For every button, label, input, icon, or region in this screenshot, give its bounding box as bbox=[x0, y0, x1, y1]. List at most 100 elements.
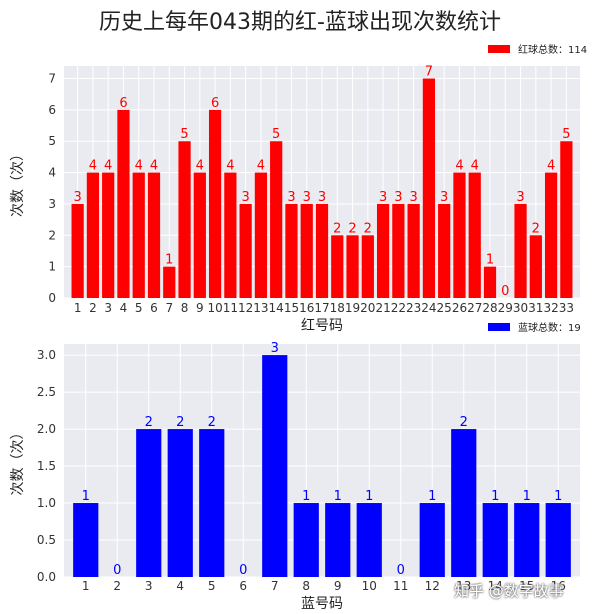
data-label: 1 bbox=[491, 489, 499, 504]
data-label: 0 bbox=[113, 563, 121, 578]
x-tick-label: 2 bbox=[113, 579, 121, 593]
x-tick-label: 2 bbox=[89, 301, 97, 315]
x-tick-label: 10 bbox=[362, 579, 377, 593]
x-tick-label: 11 bbox=[223, 301, 238, 315]
data-label: 1 bbox=[82, 489, 90, 504]
bar-27 bbox=[468, 172, 481, 298]
x-tick-label: 24 bbox=[421, 301, 436, 315]
data-label: 4 bbox=[226, 159, 234, 174]
data-label: 1 bbox=[428, 489, 436, 504]
bar-18 bbox=[331, 235, 344, 298]
bar-8 bbox=[293, 503, 319, 577]
data-label: 2 bbox=[208, 415, 216, 430]
x-tick-label: 31 bbox=[528, 301, 543, 315]
x-tick-label: 1 bbox=[82, 579, 90, 593]
x-tick-label: 23 bbox=[406, 301, 421, 315]
data-label: 1 bbox=[302, 489, 310, 504]
watermark: 知乎 @数字故事 bbox=[454, 582, 564, 600]
bar-11 bbox=[224, 172, 237, 298]
x-tick-label: 29 bbox=[498, 301, 513, 315]
y-tick-label: 1.5 bbox=[37, 459, 56, 473]
x-tick-label: 1 bbox=[74, 301, 82, 315]
bar-13 bbox=[254, 172, 268, 298]
data-label: 1 bbox=[334, 489, 342, 504]
data-label: 3 bbox=[379, 190, 387, 205]
data-label: 1 bbox=[486, 253, 494, 268]
x-tick-label: 18 bbox=[330, 301, 345, 315]
bar-9 bbox=[325, 503, 351, 577]
data-label: 2 bbox=[333, 221, 341, 236]
bar-7 bbox=[262, 355, 288, 577]
bar-1 bbox=[71, 203, 84, 298]
data-label: 5 bbox=[272, 127, 280, 142]
x-tick-label: 6 bbox=[150, 301, 158, 315]
x-tick-label: 17 bbox=[314, 301, 329, 315]
x-tick-label: 3 bbox=[145, 579, 153, 593]
data-label: 6 bbox=[119, 96, 127, 111]
legend-swatch bbox=[488, 45, 510, 53]
data-label: 3 bbox=[287, 190, 295, 205]
x-tick-label: 27 bbox=[467, 301, 482, 315]
data-label: 2 bbox=[348, 221, 356, 236]
data-label: 4 bbox=[471, 159, 479, 174]
bar-28 bbox=[483, 266, 497, 298]
data-label: 4 bbox=[196, 159, 204, 174]
x-tick-label: 4 bbox=[176, 579, 184, 593]
x-tick-label: 33 bbox=[559, 301, 574, 315]
x-tick-label: 21 bbox=[375, 301, 390, 315]
x-tick-label: 5 bbox=[208, 579, 216, 593]
data-label: 3 bbox=[73, 190, 81, 205]
x-tick-label: 12 bbox=[238, 301, 253, 315]
x-tick-label: 19 bbox=[345, 301, 360, 315]
x-tick-label: 20 bbox=[360, 301, 375, 315]
x-tick-label: 15 bbox=[519, 579, 534, 593]
bar-20 bbox=[361, 235, 374, 298]
data-label: 1 bbox=[523, 489, 531, 504]
data-label: 1 bbox=[165, 253, 173, 268]
data-label: 0 bbox=[501, 284, 509, 299]
y-tick-label: 2 bbox=[48, 228, 56, 242]
bar-10 bbox=[208, 109, 222, 298]
bar-8 bbox=[178, 141, 191, 298]
data-label: 3 bbox=[271, 341, 279, 356]
data-label: 2 bbox=[460, 415, 468, 430]
bar-21 bbox=[376, 203, 390, 298]
bar-13 bbox=[451, 429, 477, 577]
bar-5 bbox=[132, 172, 145, 298]
bar-26 bbox=[453, 172, 466, 298]
data-label: 1 bbox=[365, 489, 373, 504]
x-tick-label: 9 bbox=[196, 301, 204, 315]
bar-23 bbox=[407, 203, 420, 298]
data-label: 3 bbox=[303, 190, 311, 205]
x-tick-label: 13 bbox=[253, 301, 268, 315]
y-axis-label: 次数（次） bbox=[10, 147, 26, 217]
data-label: 6 bbox=[211, 96, 219, 111]
x-tick-label: 3 bbox=[104, 301, 112, 315]
data-label: 3 bbox=[516, 190, 524, 205]
data-label: 3 bbox=[241, 190, 249, 205]
data-label: 4 bbox=[89, 159, 97, 174]
bar-16 bbox=[300, 203, 313, 298]
bar-32 bbox=[544, 172, 558, 298]
x-tick-label: 32 bbox=[543, 301, 558, 315]
bar-16 bbox=[545, 503, 571, 577]
y-tick-label: 0.0 bbox=[37, 570, 56, 584]
bar-19 bbox=[346, 235, 359, 298]
bar-33 bbox=[560, 141, 573, 298]
bar-25 bbox=[438, 203, 451, 298]
data-label: 5 bbox=[562, 127, 570, 142]
x-tick-label: 25 bbox=[437, 301, 452, 315]
chart-title: 历史上每年043期的红-蓝球出现次数统计 bbox=[99, 10, 501, 35]
y-tick-label: 3 bbox=[48, 197, 56, 211]
legend-swatch bbox=[488, 323, 510, 331]
bar-17 bbox=[315, 203, 329, 298]
legend-label: 蓝球总数：19 bbox=[518, 321, 581, 334]
bar-12 bbox=[419, 503, 445, 577]
bar-2 bbox=[86, 172, 100, 298]
bar-24 bbox=[422, 78, 436, 298]
bar-5 bbox=[199, 429, 225, 577]
x-axis-label: 红号码 bbox=[301, 318, 343, 334]
y-tick-label: 1 bbox=[48, 260, 56, 274]
bar-31 bbox=[529, 235, 542, 298]
